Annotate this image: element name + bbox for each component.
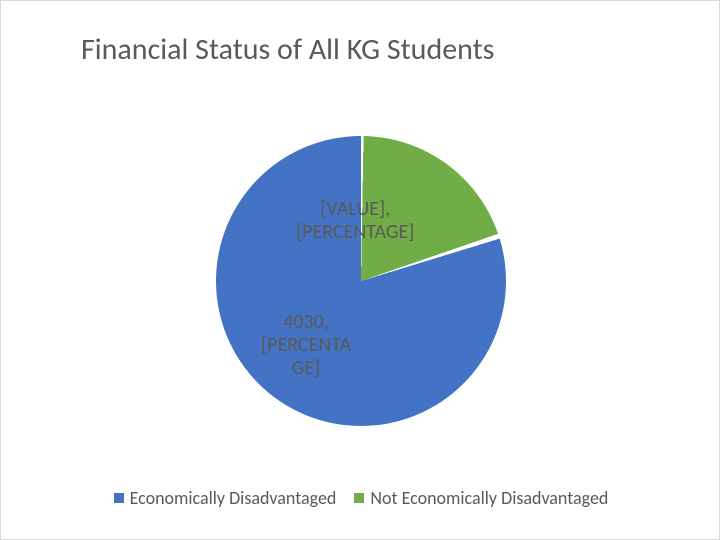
chart-container: Financial Status of All KG Students 4030… xyxy=(0,0,720,540)
data-label-not-econ: [VALUE],[PERCENTAGE] xyxy=(296,198,414,244)
legend: Economically Disadvantaged Not Economica… xyxy=(1,487,720,509)
pie-wrap: 4030,[PERCENTAGE] [VALUE],[PERCENTAGE] xyxy=(216,136,506,426)
legend-label-econ: Economically Disadvantaged xyxy=(130,487,337,509)
data-label-econ: 4030,[PERCENTAGE] xyxy=(261,311,351,380)
legend-item-not-econ: Not Economically Disadvantaged xyxy=(354,487,608,509)
legend-label-not-econ: Not Economically Disadvantaged xyxy=(370,487,608,509)
legend-swatch-not-econ xyxy=(354,493,364,503)
pie-chart xyxy=(216,136,506,426)
chart-title: Financial Status of All KG Students xyxy=(81,31,494,68)
legend-item-econ: Economically Disadvantaged xyxy=(114,487,337,509)
chart-plot-area: 4030,[PERCENTAGE] [VALUE],[PERCENTAGE] xyxy=(1,111,720,451)
legend-swatch-econ xyxy=(114,493,124,503)
